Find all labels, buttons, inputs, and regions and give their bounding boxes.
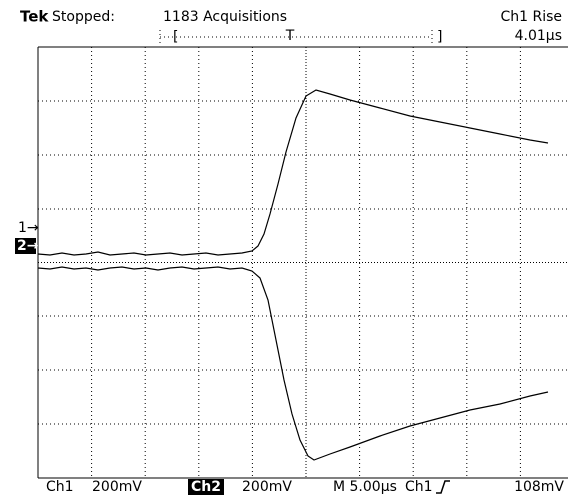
- record-right: ]: [437, 29, 442, 45]
- trigger-level: 108mV: [514, 479, 564, 495]
- ch2-marker: 2→: [17, 238, 39, 254]
- rising-edge-icon: [436, 480, 450, 494]
- ch2-marker-box: [15, 238, 36, 254]
- trace-ch1: [37, 89, 549, 256]
- brand: Tek: [20, 8, 49, 26]
- ch2-label-box: [188, 479, 224, 495]
- ch2-scale: 200mV: [242, 479, 292, 495]
- record-bar: [159, 30, 433, 44]
- status: Stopped:: [52, 9, 115, 25]
- measurement-value: 4.01µs: [515, 28, 562, 44]
- measurement-label: Ch1 Rise: [500, 9, 562, 25]
- ch1-marker: 1→: [18, 220, 39, 236]
- trigger-source: Ch1: [405, 479, 433, 495]
- graticule: [37, 46, 568, 479]
- ch2-label: Ch2: [191, 479, 221, 495]
- record-left: [: [173, 29, 178, 45]
- ch1-scale: 200mV: [92, 479, 142, 495]
- timebase: M 5.00µs: [333, 479, 397, 495]
- acquisitions: 1183 Acquisitions: [163, 9, 287, 25]
- ch1-label: Ch1: [46, 479, 74, 495]
- trigger-marker: T: [285, 28, 295, 44]
- trace-ch2: [37, 266, 549, 461]
